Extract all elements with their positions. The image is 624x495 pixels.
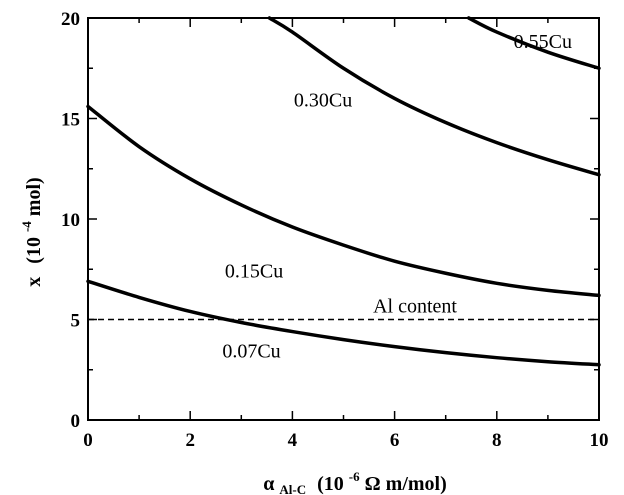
series-line-0-15cu [86,104,601,298]
y-tick-label: 5 [71,311,81,332]
y-axis-unit-prefix: (10 [23,237,45,264]
curve-label-0-07cu: 0.07Cu [222,341,280,363]
x-tick-label: 4 [288,430,298,451]
curve-label-0-30cu: 0.30Cu [294,89,352,111]
x-tick-label: 10 [590,430,609,451]
x-tick-label: 8 [492,430,502,451]
y-tick-label: 15 [61,110,80,131]
series-line-0-30cu [267,16,601,177]
y-axis-symbol: x [23,277,45,287]
y-tick-label: 20 [61,9,80,30]
y-axis-unit-exponent: -4 [19,221,34,232]
curve-label-0-15cu: 0.15Cu [225,260,283,282]
annotations-group: 0.55Cu 0.30Cu 0.15Cu Al content 0.07Cu [222,31,572,363]
x-tick-label: 6 [390,430,400,451]
x-axis-unit-exponent: -6 [349,469,360,484]
curve-label-al-content: Al content [373,295,457,317]
x-tick-label: 2 [185,430,195,451]
x-axis-label: α Al-C (10 -6 Ω m/mol) [263,464,447,495]
y-axis-unit-suffix: mol) [23,177,45,216]
y-tick-label: 0 [71,411,81,432]
ticks-group: 0 2 4 6 8 10 0 5 10 15 20 [61,9,609,451]
x-axis-unit-prefix: (10 [317,473,344,495]
series-line-0-55cu [466,16,601,70]
curve-label-0-55cu: 0.55Cu [514,31,572,53]
y-tick-label: 10 [61,210,80,231]
x-axis-subscript: Al-C [279,482,306,495]
series-group [86,16,601,367]
x-axis-unit-suffix: Ω m/mol) [365,473,447,495]
series-line-0-07cu [86,279,601,367]
x-axis-symbol: α [263,473,274,495]
y-axis-label: x (10 -4 mol) [14,177,45,286]
x-tick-label: 0 [83,430,93,451]
